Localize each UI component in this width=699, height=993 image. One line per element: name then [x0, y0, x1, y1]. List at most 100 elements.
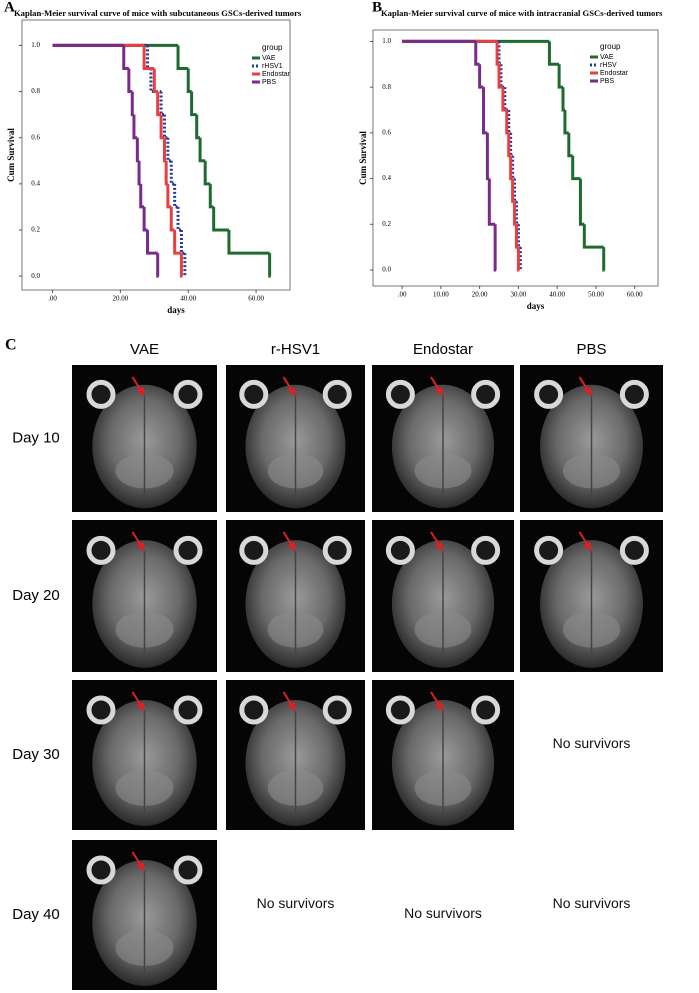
- mri-image: [520, 365, 663, 512]
- survival-step: [195, 114, 201, 140]
- legend-title: group: [262, 43, 283, 52]
- mri-image: [372, 365, 514, 512]
- row-label: Day 20: [12, 587, 60, 604]
- x-tick-label: 30.00: [511, 291, 527, 299]
- tumor-arrow-head: [287, 702, 296, 712]
- mri-eye: [385, 535, 415, 565]
- mri-image: [72, 365, 217, 512]
- survival-step: [208, 183, 214, 209]
- survival-step: [122, 45, 129, 70]
- y-tick-label: 0.2: [31, 226, 40, 234]
- no-survivors-text: No survivors: [552, 895, 631, 911]
- legend-label: PBS: [600, 78, 614, 85]
- tumor-arrow-head: [583, 387, 592, 397]
- x-axis-label: days: [167, 305, 185, 315]
- mri-eye: [86, 855, 116, 885]
- mri-eye: [619, 535, 649, 565]
- survival-step: [203, 160, 211, 186]
- y-tick-label: 1.0: [382, 37, 391, 45]
- x-tick-label: 10.00: [433, 291, 449, 299]
- y-tick-label: 0.2: [382, 220, 391, 228]
- x-tick-label: 20.00: [113, 295, 129, 303]
- mri-eye: [471, 379, 501, 409]
- x-tick-label: .00: [48, 295, 57, 303]
- tumor-arrow-head: [435, 387, 443, 397]
- survival-step: [159, 91, 165, 117]
- mri-image: [226, 520, 365, 672]
- column-header: PBS: [576, 341, 606, 358]
- no-survivors-text: No survivors: [552, 735, 631, 751]
- legend-label: rHSV1: [262, 63, 283, 70]
- survival-step: [516, 247, 520, 272]
- survival-step: [509, 132, 513, 158]
- y-axis-label: Cum Survival: [6, 128, 16, 182]
- survival-step: [507, 132, 511, 158]
- tumor-arrow-head: [435, 542, 443, 552]
- panel-label: B: [372, 0, 382, 15]
- mri-image: [520, 520, 663, 672]
- tumor-arrow-head: [136, 702, 145, 712]
- survival-step: [166, 183, 172, 209]
- tumor-arrow-head: [136, 862, 145, 872]
- mri-eye: [322, 535, 352, 565]
- mri-image: [72, 680, 217, 830]
- mri-eye: [86, 535, 116, 565]
- survival-step: [487, 178, 496, 226]
- mri-eye: [86, 379, 116, 409]
- mri-eye: [534, 535, 564, 565]
- survival-step: [179, 253, 183, 278]
- survival-step: [173, 230, 182, 255]
- mri-eye: [471, 535, 501, 565]
- tumor-arrow-head: [287, 387, 296, 397]
- survival-step: [135, 137, 140, 163]
- mri-eye: [471, 695, 501, 725]
- survival-step: [162, 137, 167, 163]
- mri-eye: [322, 695, 352, 725]
- tumor-arrow-head: [136, 387, 145, 397]
- mri-image: [226, 365, 365, 512]
- mri-image: [72, 840, 217, 990]
- mri-image: [226, 680, 365, 830]
- legend-title: group: [600, 42, 621, 51]
- survival-step: [162, 114, 168, 140]
- mri-eye: [385, 379, 415, 409]
- no-survivors-text: No survivors: [404, 905, 482, 921]
- survival-step: [164, 160, 168, 186]
- survival-step: [173, 183, 179, 209]
- row-label: Day 40: [12, 906, 60, 923]
- survival-step: [582, 224, 604, 249]
- mri-eye: [86, 695, 116, 725]
- legend-label: Endostar: [600, 70, 629, 77]
- x-tick-label: .00: [398, 291, 407, 299]
- legend-label: VAE: [262, 55, 276, 62]
- y-tick-label: 0.4: [31, 179, 40, 187]
- no-survivors-box: No survivors: [404, 905, 482, 921]
- mri-eye: [239, 695, 269, 725]
- survival-step: [146, 230, 158, 255]
- x-tick-label: 50.00: [588, 291, 604, 299]
- mri-eye: [322, 379, 352, 409]
- survival-step: [547, 41, 560, 66]
- y-tick-label: 0.0: [31, 272, 40, 280]
- tumor-arrow-head: [136, 542, 145, 552]
- legend-label: VAE: [600, 54, 614, 61]
- survival-step: [198, 137, 206, 163]
- y-tick-label: 0.4: [382, 174, 391, 182]
- survival-step: [169, 160, 175, 186]
- x-tick-label: 60.00: [627, 291, 643, 299]
- legend-label: Endostar: [262, 71, 291, 78]
- survival-step: [497, 41, 501, 66]
- mri-eye: [385, 695, 415, 725]
- y-tick-label: 0.6: [31, 133, 40, 141]
- tumor-arrow-head: [435, 702, 443, 712]
- survival-step: [156, 91, 162, 117]
- survival-step: [190, 91, 197, 117]
- x-axis-label: days: [527, 301, 545, 311]
- legend-label: PBS: [262, 79, 276, 86]
- mri-eye: [239, 535, 269, 565]
- survival-step: [212, 206, 229, 232]
- mri-image: [72, 520, 217, 672]
- tumor-arrow-head: [287, 542, 296, 552]
- survival-step: [509, 155, 513, 181]
